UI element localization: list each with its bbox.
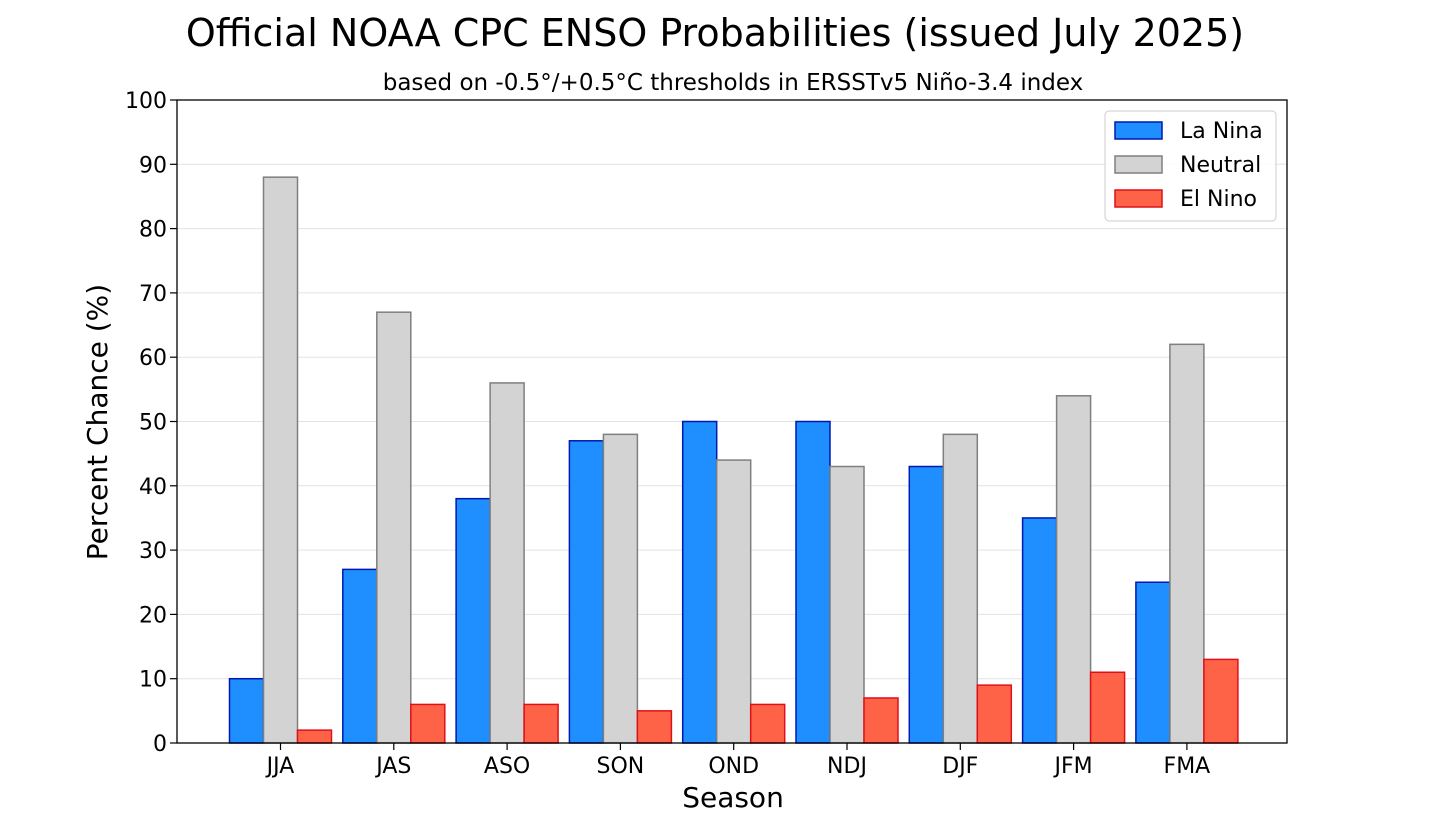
bar-la-nina-djf <box>908 465 945 744</box>
legend-swatch-neutral <box>1114 155 1163 174</box>
chart-subtitle: based on -0.5°/+0.5°C thresholds in ERSS… <box>383 70 1084 96</box>
bar-neutral-djf <box>942 433 979 744</box>
x-tick-label: NDJ <box>827 754 867 779</box>
bar-la-nina-jas <box>342 568 378 744</box>
bar-neutral-ond <box>715 459 752 744</box>
bar-el-nino-ndj <box>863 697 899 744</box>
bar-el-nino-aso <box>523 703 559 744</box>
bar-la-nina-ond <box>681 420 718 744</box>
x-tick-label: ASO <box>484 754 530 779</box>
bar-el-nino-fma <box>1203 658 1239 744</box>
y-tick-label: 60 <box>139 346 167 371</box>
y-tick-label: 50 <box>139 411 167 436</box>
bar-neutral-jfm <box>1055 395 1092 744</box>
y-axis-ticks: 0 10 20 30 40 50 60 70 80 90 100 <box>125 89 177 757</box>
x-tick-label: DJF <box>942 754 978 779</box>
legend-label-el-nino: El Nino <box>1180 187 1257 212</box>
legend-label-neutral: Neutral <box>1180 153 1261 178</box>
y-tick-label: 90 <box>139 153 167 178</box>
y-tick-label: 10 <box>139 668 167 693</box>
bar-neutral-jja <box>262 176 299 744</box>
bar-el-nino-djf <box>976 684 1013 744</box>
bar-el-nino-jfm <box>1089 671 1126 744</box>
bar-neutral-jas <box>376 311 412 744</box>
x-tick-label: JJA <box>265 754 295 779</box>
x-axis-label: Season <box>682 781 784 814</box>
bars <box>228 176 1239 744</box>
y-axis-label: Percent Chance (%) <box>81 284 114 560</box>
y-tick-label: 0 <box>153 732 167 757</box>
bar-el-nino-jas <box>410 703 446 744</box>
legend-swatch-el-nino <box>1114 189 1163 208</box>
bar-la-nina-ndj <box>795 420 831 744</box>
x-tick-label: SON <box>597 754 645 779</box>
y-tick-label: 20 <box>139 603 167 628</box>
x-tick-label: FMA <box>1164 754 1211 779</box>
chart-title: Official NOAA CPC ENSO Probabilities (is… <box>186 11 1244 55</box>
bar-la-nina-son <box>568 440 605 744</box>
bar-la-nina-jja <box>228 677 265 744</box>
bar-neutral-fma <box>1169 343 1205 744</box>
y-tick-label: 100 <box>125 89 167 114</box>
bar-neutral-son <box>602 433 639 744</box>
bar-el-nino-jja <box>296 729 333 744</box>
y-tick-label: 70 <box>139 282 167 307</box>
x-tick-label: JAS <box>374 754 411 779</box>
y-tick-label: 30 <box>139 539 167 564</box>
x-tick-label: JFM <box>1053 754 1093 779</box>
bar-la-nina-aso <box>455 497 491 744</box>
bar-neutral-ndj <box>829 465 865 744</box>
bar-la-nina-fma <box>1135 581 1171 744</box>
y-tick-label: 80 <box>139 218 167 243</box>
bar-el-nino-son <box>636 710 673 744</box>
legend: La Nina Neutral El Nino <box>1104 110 1277 222</box>
bar-el-nino-ond <box>749 703 786 744</box>
bar-neutral-aso <box>489 382 525 744</box>
x-axis-ticks: JJA JAS ASO SON OND NDJ DJF JFM FMA <box>265 743 1211 779</box>
legend-swatch-la-nina <box>1114 121 1163 140</box>
y-tick-label: 40 <box>139 475 167 500</box>
legend-label-la-nina: La Nina <box>1180 119 1263 144</box>
x-tick-label: OND <box>708 754 759 779</box>
bar-la-nina-jfm <box>1021 517 1058 744</box>
